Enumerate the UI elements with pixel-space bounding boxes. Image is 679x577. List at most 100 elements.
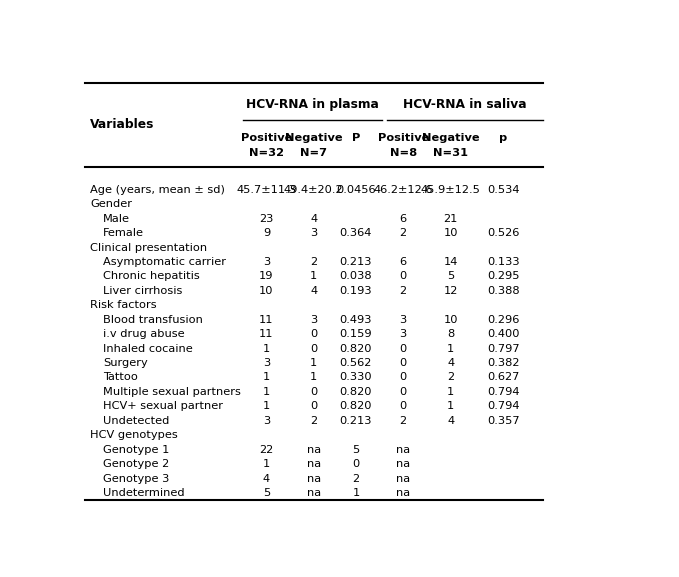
Text: N=31: N=31	[433, 148, 468, 158]
Text: na: na	[396, 474, 410, 484]
Text: 1: 1	[263, 459, 270, 469]
Text: Gender: Gender	[90, 199, 132, 209]
Text: 2: 2	[310, 416, 317, 426]
Text: Asymptomatic carrier: Asymptomatic carrier	[103, 257, 226, 267]
Text: 3: 3	[310, 314, 317, 325]
Text: 0.296: 0.296	[487, 314, 519, 325]
Text: 0.382: 0.382	[487, 358, 519, 368]
Text: na: na	[307, 459, 321, 469]
Text: 46.2±12.6: 46.2±12.6	[373, 185, 433, 195]
Text: 1: 1	[263, 343, 270, 354]
Text: Variables: Variables	[90, 118, 155, 132]
Text: 11: 11	[259, 329, 274, 339]
Text: na: na	[307, 445, 321, 455]
Text: 0: 0	[400, 271, 407, 282]
Text: 3: 3	[263, 358, 270, 368]
Text: Genotype 2: Genotype 2	[103, 459, 170, 469]
Text: 9: 9	[263, 228, 270, 238]
Text: P: P	[352, 133, 360, 143]
Text: 14: 14	[443, 257, 458, 267]
Text: 2: 2	[447, 373, 454, 383]
Text: Surgery: Surgery	[103, 358, 148, 368]
Text: Genotype 3: Genotype 3	[103, 474, 170, 484]
Text: Undetected: Undetected	[103, 416, 170, 426]
Text: 6: 6	[400, 257, 407, 267]
Text: Multiple sexual partners: Multiple sexual partners	[103, 387, 241, 397]
Text: 3: 3	[263, 416, 270, 426]
Text: 0.357: 0.357	[487, 416, 519, 426]
Text: na: na	[307, 488, 321, 498]
Text: Blood transfusion: Blood transfusion	[103, 314, 203, 325]
Text: 0.627: 0.627	[487, 373, 519, 383]
Text: N=32: N=32	[249, 148, 284, 158]
Text: 2: 2	[400, 228, 407, 238]
Text: Risk factors: Risk factors	[90, 300, 157, 310]
Text: 2: 2	[310, 257, 317, 267]
Text: 2: 2	[400, 286, 407, 296]
Text: 12: 12	[443, 286, 458, 296]
Text: 0: 0	[310, 343, 317, 354]
Text: 1: 1	[310, 373, 317, 383]
Text: 1: 1	[310, 271, 317, 282]
Text: 0.0456: 0.0456	[336, 185, 375, 195]
Text: 4: 4	[447, 358, 454, 368]
Text: 0.794: 0.794	[487, 387, 519, 397]
Text: 3: 3	[400, 329, 407, 339]
Text: Female: Female	[103, 228, 145, 238]
Text: Age (years, mean ± sd): Age (years, mean ± sd)	[90, 185, 225, 195]
Text: 0.820: 0.820	[340, 387, 372, 397]
Text: 11: 11	[259, 314, 274, 325]
Text: 0.493: 0.493	[340, 314, 372, 325]
Text: 0.133: 0.133	[487, 257, 519, 267]
Text: 2: 2	[400, 416, 407, 426]
Text: 4: 4	[447, 416, 454, 426]
Text: 23: 23	[259, 213, 274, 224]
Text: 0.213: 0.213	[340, 257, 372, 267]
Text: 22: 22	[259, 445, 274, 455]
Text: 3: 3	[263, 257, 270, 267]
Text: 10: 10	[259, 286, 274, 296]
Text: 10: 10	[443, 228, 458, 238]
Text: 5: 5	[352, 445, 359, 455]
Text: Negative: Negative	[285, 133, 343, 143]
Text: na: na	[307, 474, 321, 484]
Text: 0: 0	[352, 459, 359, 469]
Text: HCV+ sexual partner: HCV+ sexual partner	[103, 402, 223, 411]
Text: 0.159: 0.159	[340, 329, 372, 339]
Text: 45.7±11.3: 45.7±11.3	[236, 185, 297, 195]
Text: Liver cirrhosis: Liver cirrhosis	[103, 286, 183, 296]
Text: 1: 1	[447, 387, 454, 397]
Text: 49.4±20.2: 49.4±20.2	[284, 185, 344, 195]
Text: 0.534: 0.534	[487, 185, 519, 195]
Text: 0.794: 0.794	[487, 402, 519, 411]
Text: na: na	[396, 459, 410, 469]
Text: na: na	[396, 488, 410, 498]
Text: 2: 2	[352, 474, 359, 484]
Text: 1: 1	[352, 488, 359, 498]
Text: Undetermined: Undetermined	[103, 488, 185, 498]
Text: 0.330: 0.330	[340, 373, 372, 383]
Text: 1: 1	[447, 402, 454, 411]
Text: 0.820: 0.820	[340, 402, 372, 411]
Text: 21: 21	[443, 213, 458, 224]
Text: Inhaled cocaine: Inhaled cocaine	[103, 343, 193, 354]
Text: 0: 0	[400, 373, 407, 383]
Text: Negative: Negative	[422, 133, 479, 143]
Text: 0: 0	[310, 387, 317, 397]
Text: HCV-RNA in plasma: HCV-RNA in plasma	[246, 98, 379, 111]
Text: Clinical presentation: Clinical presentation	[90, 242, 207, 253]
Text: N=7: N=7	[300, 148, 327, 158]
Text: 0.388: 0.388	[487, 286, 519, 296]
Text: 6: 6	[400, 213, 407, 224]
Text: 1: 1	[263, 387, 270, 397]
Text: 3: 3	[400, 314, 407, 325]
Text: 0.562: 0.562	[340, 358, 372, 368]
Text: 1: 1	[263, 402, 270, 411]
Text: 5: 5	[447, 271, 454, 282]
Text: 4: 4	[310, 213, 317, 224]
Text: 1: 1	[263, 373, 270, 383]
Text: 0.364: 0.364	[340, 228, 372, 238]
Text: 0.193: 0.193	[340, 286, 372, 296]
Text: 0: 0	[400, 358, 407, 368]
Text: 45.9±12.5: 45.9±12.5	[421, 185, 481, 195]
